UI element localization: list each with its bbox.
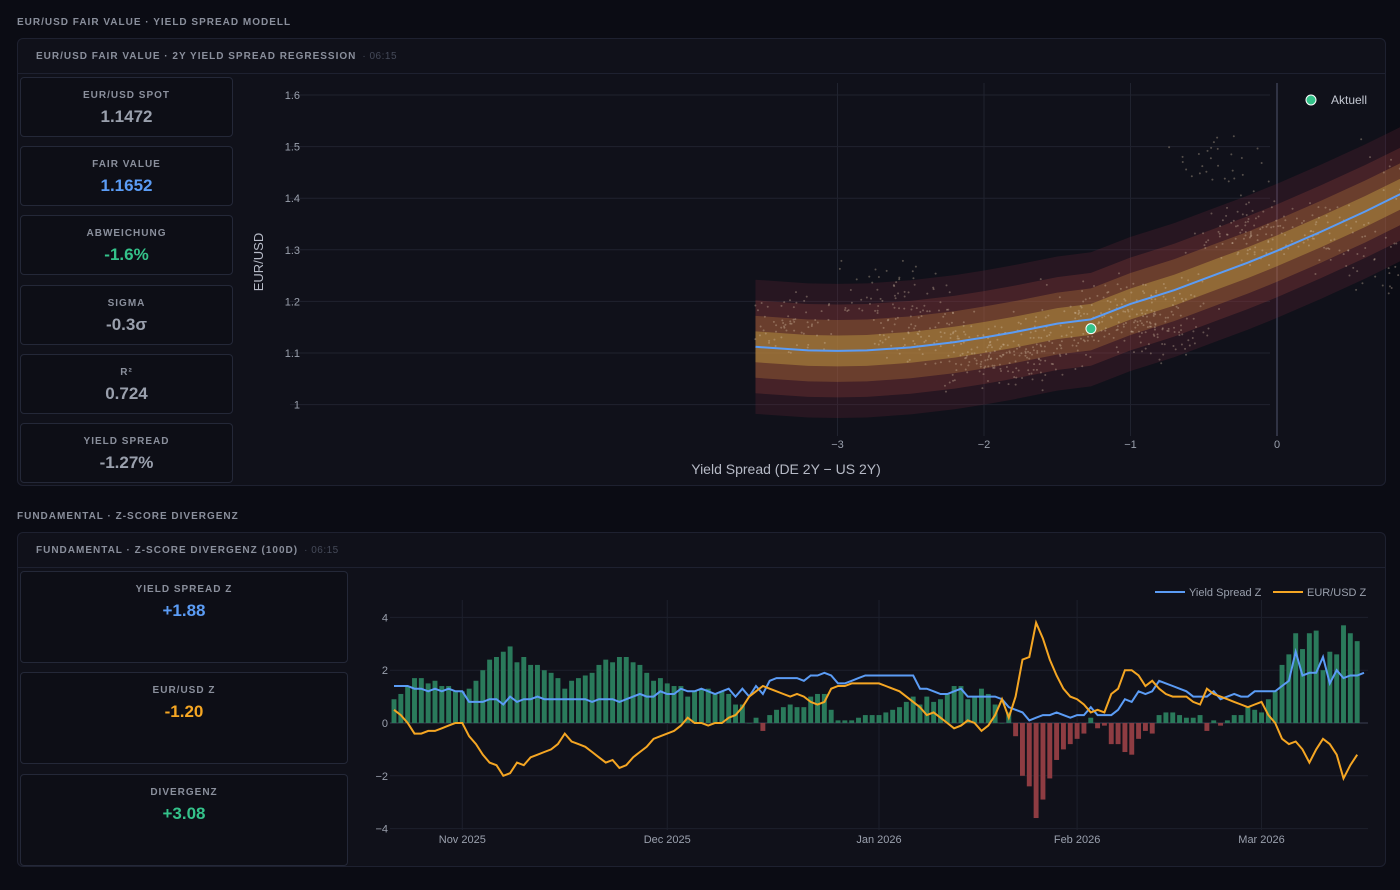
card-label: EUR/USD SPOT bbox=[82, 90, 170, 101]
card-label: SIGMA bbox=[107, 298, 146, 309]
card-value: -0.3σ bbox=[106, 315, 147, 334]
panel-timestamp: · 06:15 bbox=[304, 544, 339, 556]
card-value: -1.20 bbox=[164, 702, 204, 721]
scatter-point bbox=[1395, 242, 1398, 245]
scatter-point bbox=[1388, 285, 1391, 288]
card-value: 1.1472 bbox=[100, 107, 153, 126]
card-eurusd-z: EUR/USD Z -1.20 bbox=[20, 672, 348, 764]
fair-value-panel: EUR/USD FAIR VALUE · 2Y YIELD SPREAD REG… bbox=[17, 38, 1386, 486]
card-yield-spread: YIELD SPREAD -1.27% bbox=[20, 423, 233, 483]
panel-title: FUNDAMENTAL · Z-SCORE DIVERGENZ (100D) bbox=[36, 544, 299, 556]
card-value: 1.1652 bbox=[100, 176, 153, 195]
card-r-squared: R² 0.724 bbox=[20, 354, 233, 414]
scatter-point bbox=[1387, 292, 1390, 295]
card-value: -1.27% bbox=[99, 453, 154, 472]
card-sigma: SIGMA -0.3σ bbox=[20, 285, 233, 345]
panel-header: EUR/USD FAIR VALUE · 2Y YIELD SPREAD REG… bbox=[18, 39, 1385, 74]
card-yield-spread-z: YIELD SPREAD Z +1.88 bbox=[20, 571, 348, 663]
scatter-point bbox=[1389, 245, 1392, 248]
scatter-point bbox=[1390, 286, 1393, 289]
card-label: EUR/USD Z bbox=[152, 685, 216, 696]
card-value: -1.6% bbox=[104, 245, 149, 264]
card-abweichung: ABWEICHUNG -1.6% bbox=[20, 215, 233, 275]
card-eurusd-spot: EUR/USD SPOT 1.1472 bbox=[20, 77, 233, 137]
card-label: R² bbox=[120, 367, 133, 378]
scatter-point bbox=[1390, 158, 1393, 161]
panel-header: FUNDAMENTAL · Z-SCORE DIVERGENZ (100D) ·… bbox=[18, 533, 1385, 568]
card-label: DIVERGENZ bbox=[150, 787, 218, 798]
section-title-fair-value: EUR/USD FAIR VALUE · YIELD SPREAD MODELL bbox=[17, 17, 292, 28]
scatter-point bbox=[1395, 197, 1398, 200]
card-value: +3.08 bbox=[162, 804, 206, 823]
scatter-point bbox=[1387, 267, 1390, 270]
panel-timestamp: · 06:15 bbox=[362, 50, 398, 62]
panel-title: EUR/USD FAIR VALUE · 2Y YIELD SPREAD REG… bbox=[36, 50, 357, 62]
card-label: ABWEICHUNG bbox=[86, 228, 167, 239]
scatter-point bbox=[1388, 272, 1391, 275]
card-label: FAIR VALUE bbox=[92, 159, 161, 170]
scatter-point bbox=[1388, 165, 1391, 168]
card-label: YIELD SPREAD bbox=[83, 436, 170, 447]
card-label: YIELD SPREAD Z bbox=[135, 584, 233, 595]
card-fair-value: FAIR VALUE 1.1652 bbox=[20, 146, 233, 206]
section-title-fundamental: FUNDAMENTAL · Z-SCORE DIVERGENZ bbox=[17, 511, 239, 522]
scatter-point bbox=[1394, 265, 1397, 268]
scatter-point bbox=[1397, 274, 1400, 277]
scatter-point bbox=[1393, 242, 1396, 245]
card-value: +1.88 bbox=[162, 601, 206, 620]
card-divergenz: DIVERGENZ +3.08 bbox=[20, 774, 348, 866]
zscore-panel: FUNDAMENTAL · Z-SCORE DIVERGENZ (100D) ·… bbox=[17, 532, 1386, 867]
card-value: 0.724 bbox=[105, 384, 148, 403]
